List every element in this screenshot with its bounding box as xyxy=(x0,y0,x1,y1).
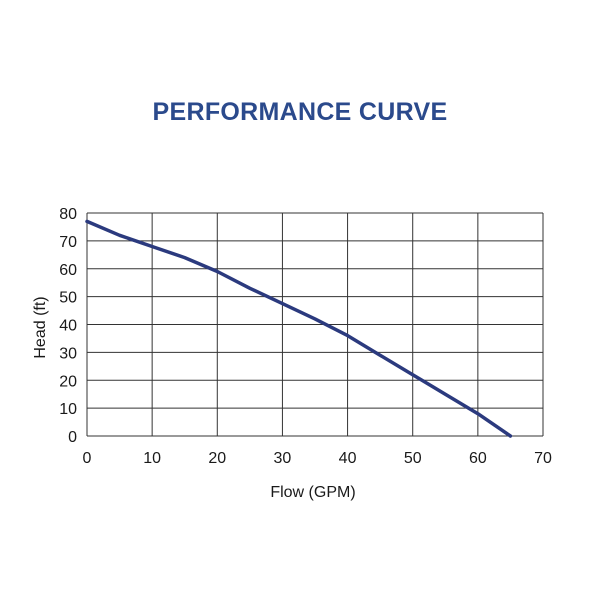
y-tick-label: 0 xyxy=(68,429,77,446)
x-tick-label: 20 xyxy=(208,450,226,467)
y-tick-label: 30 xyxy=(59,345,77,362)
x-axis-label: Flow (GPM) xyxy=(270,484,355,501)
x-tick-label: 60 xyxy=(469,450,487,467)
y-tick-label: 20 xyxy=(59,373,77,390)
y-tick-label: 50 xyxy=(59,290,77,307)
y-tick-label: 80 xyxy=(59,206,77,223)
x-tick-label: 50 xyxy=(404,450,422,467)
x-tick-label: 10 xyxy=(143,450,161,467)
x-tick-label: 30 xyxy=(274,450,292,467)
chart-title: PERFORMANCE CURVE xyxy=(152,98,448,126)
tick-labels: 0 10 20 30 40 50 60 70 0 10 20 30 40 50 60 70 80 xyxy=(59,206,552,467)
x-tick-label: 0 xyxy=(83,450,92,467)
series-layer xyxy=(85,219,513,438)
series-line xyxy=(85,219,513,438)
y-tick-label: 60 xyxy=(59,262,77,279)
y-tick-label: 10 xyxy=(59,401,77,418)
x-tick-label: 70 xyxy=(534,450,552,467)
y-tick-label: 40 xyxy=(59,318,77,335)
x-tick-label: 40 xyxy=(339,450,357,467)
y-axis-label: Head (ft) xyxy=(32,296,49,358)
y-tick-label: 70 xyxy=(59,234,77,251)
